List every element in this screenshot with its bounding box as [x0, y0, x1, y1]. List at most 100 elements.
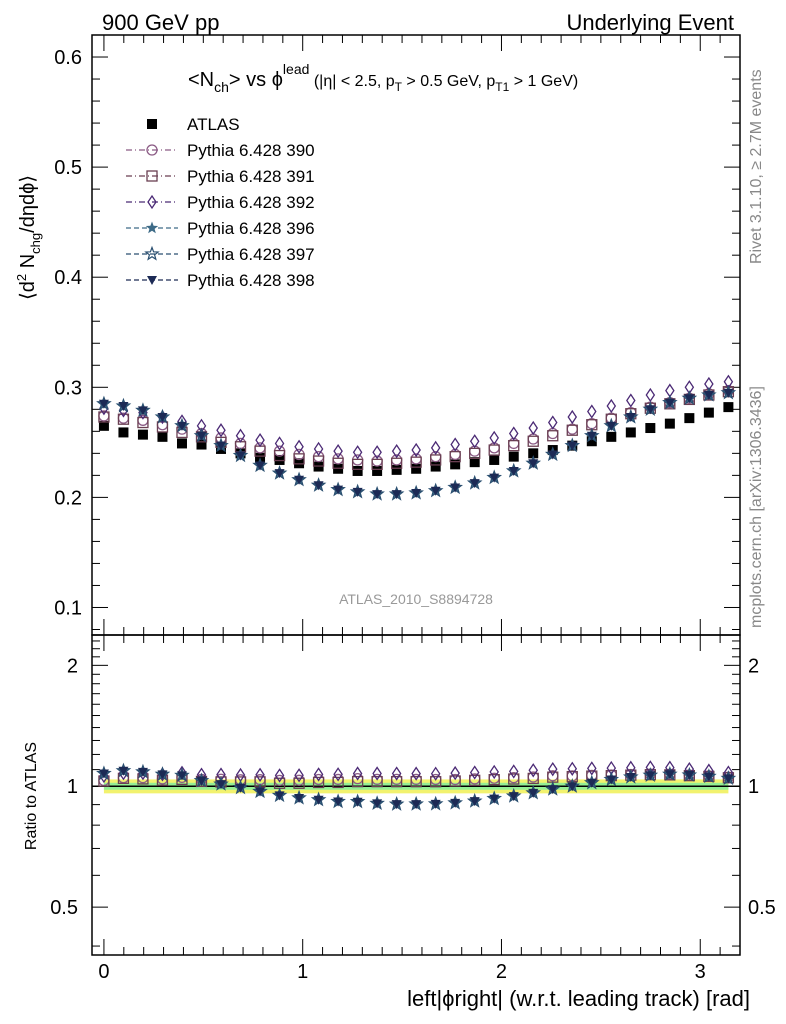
legend-item-atlas: ATLAS [147, 115, 240, 134]
point-pythia-6-428-392 [469, 434, 480, 449]
point-pythia-6-428-390 [137, 414, 149, 426]
ratio-series-pythia-6-428-392 [99, 760, 734, 784]
point-pythia-6-428-391 [566, 424, 578, 436]
point-pythia-6-428-398 [176, 421, 187, 431]
ratio-point-pythia-6-428-398 [586, 778, 597, 788]
point-pythia-6-428-398 [645, 405, 656, 415]
ratio-point-pythia-6-428-392 [567, 761, 578, 776]
point-pythia-6-428-392 [567, 409, 578, 425]
ratio-point-pythia-6-428-398 [98, 769, 109, 779]
point-pythia-6-428-398 [391, 490, 402, 500]
x-tick-label: 2 [496, 961, 507, 983]
point-pythia-6-428-392 [450, 437, 460, 452]
x-tick-label: 3 [695, 961, 706, 983]
series-pythia-6-428-396 [97, 386, 735, 500]
ratio-point-pythia-6-428-391 [508, 773, 520, 785]
point-pythia-6-428-398 [372, 490, 383, 500]
ratio-point-pythia-6-428-392 [587, 761, 597, 776]
point-pythia-6-428-398 [430, 486, 441, 496]
main-panel: 0.1 0.2 0.3 0.4 0.5 0.6 <Nch> vs ϕlead (|η| <… [14, 34, 741, 636]
series-pythia-6-428-398 [98, 388, 734, 500]
point-pythia-6-428-398 [450, 483, 461, 493]
point-pythia-6-428-392 [547, 415, 558, 430]
ratio-point-pythia-6-428-398 [684, 771, 695, 781]
ratio-point-pythia-6-428-398 [703, 772, 714, 782]
ratio-point-pythia-6-428-392 [255, 767, 265, 782]
point-pythia-6-428-392 [333, 443, 343, 459]
ratio-point-pythia-6-428-391 [449, 775, 461, 787]
point-pythia-6-428-392 [294, 439, 304, 454]
point-atlas [196, 439, 207, 450]
point-pythia-6-428-398 [216, 441, 227, 451]
ratio-point-pythia-6-428-391 [351, 775, 364, 788]
point-atlas [489, 454, 500, 465]
point-pythia-6-428-391 [488, 444, 500, 456]
point-atlas [703, 407, 714, 418]
point-pythia-6-428-391 [98, 411, 110, 423]
ratio-point-pythia-6-428-398 [294, 793, 305, 803]
ratio-point-pythia-6-428-398 [333, 797, 344, 807]
ratio-point-pythia-6-428-398 [664, 770, 675, 780]
ratio-frame [91, 634, 741, 956]
ratio-point-pythia-6-428-391 [430, 776, 442, 788]
series-pythia-6-428-397 [96, 384, 737, 501]
ratio-point-pythia-6-428-398 [606, 775, 617, 785]
ratio-x-ticks: 0 1 2 3 [98, 635, 721, 983]
series-pythia-6-428-392 [99, 374, 734, 460]
ratio-y-ticks: 0.5 0.5 1 1 2 2 [50, 640, 776, 947]
legend-label: Pythia 6.428 390 [187, 141, 315, 160]
point-pythia-6-428-398 [352, 487, 363, 497]
ratio-point-pythia-6-428-398 [216, 780, 227, 790]
point-pythia-6-428-398 [489, 473, 500, 483]
point-pythia-6-428-392 [352, 445, 363, 460]
analysis-watermark: ATLAS_2010_S8894728 [339, 591, 493, 607]
point-pythia-6-428-398 [567, 441, 578, 451]
point-pythia-6-428-398 [294, 475, 305, 485]
point-pythia-6-428-398 [313, 481, 324, 491]
point-pythia-6-428-392 [587, 404, 597, 419]
main-y-label: ⟨d2 Nchg/dηdϕ⟩ [14, 175, 43, 300]
ratio-point-pythia-6-428-392 [469, 765, 480, 780]
point-atlas [684, 413, 695, 424]
ratio-series-pythia-6-428-398 [98, 766, 734, 810]
point-pythia-6-428-398 [333, 485, 344, 495]
ratio-point-pythia-6-428-392 [450, 765, 460, 781]
ratio-point-pythia-6-428-398 [372, 799, 383, 809]
ratio-point-pythia-6-428-392 [547, 761, 558, 777]
series-atlas [98, 402, 734, 476]
ratio-point-pythia-6-428-398 [274, 791, 285, 801]
legend: ATLAS Pythia 6.428 390 Pythia 6.428 391 Pyt… [126, 115, 315, 290]
ratio-panel: 0.5 0.5 1 1 2 2 0 1 2 3 Ratio to ATLAS left|ϕrig… [23, 634, 776, 1011]
ratio-point-pythia-6-428-398 [313, 795, 324, 805]
ratio-y-tick-label-right: 2 [748, 655, 759, 677]
ratio-series [96, 760, 737, 811]
point-pythia-6-428-391 [117, 413, 130, 425]
point-pythia-6-428-392 [255, 432, 265, 448]
ratio-point-pythia-6-428-391 [527, 772, 539, 785]
legend-item-pythia-6-428-392: Pythia 6.428 392 [126, 193, 315, 212]
point-pythia-6-428-398 [703, 391, 714, 400]
point-pythia-6-428-392 [528, 420, 539, 436]
legend-item-pythia-6-428-396: Pythia 6.428 396 [126, 219, 315, 238]
point-pythia-6-428-398 [664, 398, 675, 408]
point-pythia-6-428-390 [527, 433, 539, 445]
point-pythia-6-428-392 [216, 423, 226, 438]
point-pythia-6-428-398 [508, 466, 519, 476]
ratio-y-tick-label: 1 [67, 776, 78, 798]
ratio-point-pythia-6-428-398 [255, 787, 266, 797]
point-atlas [450, 459, 461, 470]
main-y-tick-label: 0.2 [54, 487, 82, 509]
ratio-y-tick-label-right: 1 [748, 776, 759, 798]
legend-label: Pythia 6.428 396 [187, 219, 315, 238]
point-pythia-6-428-391 [547, 430, 559, 442]
ratio-point-pythia-6-428-398 [157, 770, 168, 780]
ratio-y-tick-label-right: 0.5 [748, 897, 776, 919]
point-pythia-6-428-391 [469, 447, 481, 459]
point-pythia-6-428-392 [489, 430, 499, 446]
point-pythia-6-428-398 [98, 399, 109, 409]
legend-item-pythia-6-428-390: Pythia 6.428 390 [126, 141, 315, 160]
point-pythia-6-428-392 [235, 428, 246, 443]
ratio-point-pythia-6-428-398 [430, 799, 441, 809]
legend-marker [147, 276, 157, 285]
